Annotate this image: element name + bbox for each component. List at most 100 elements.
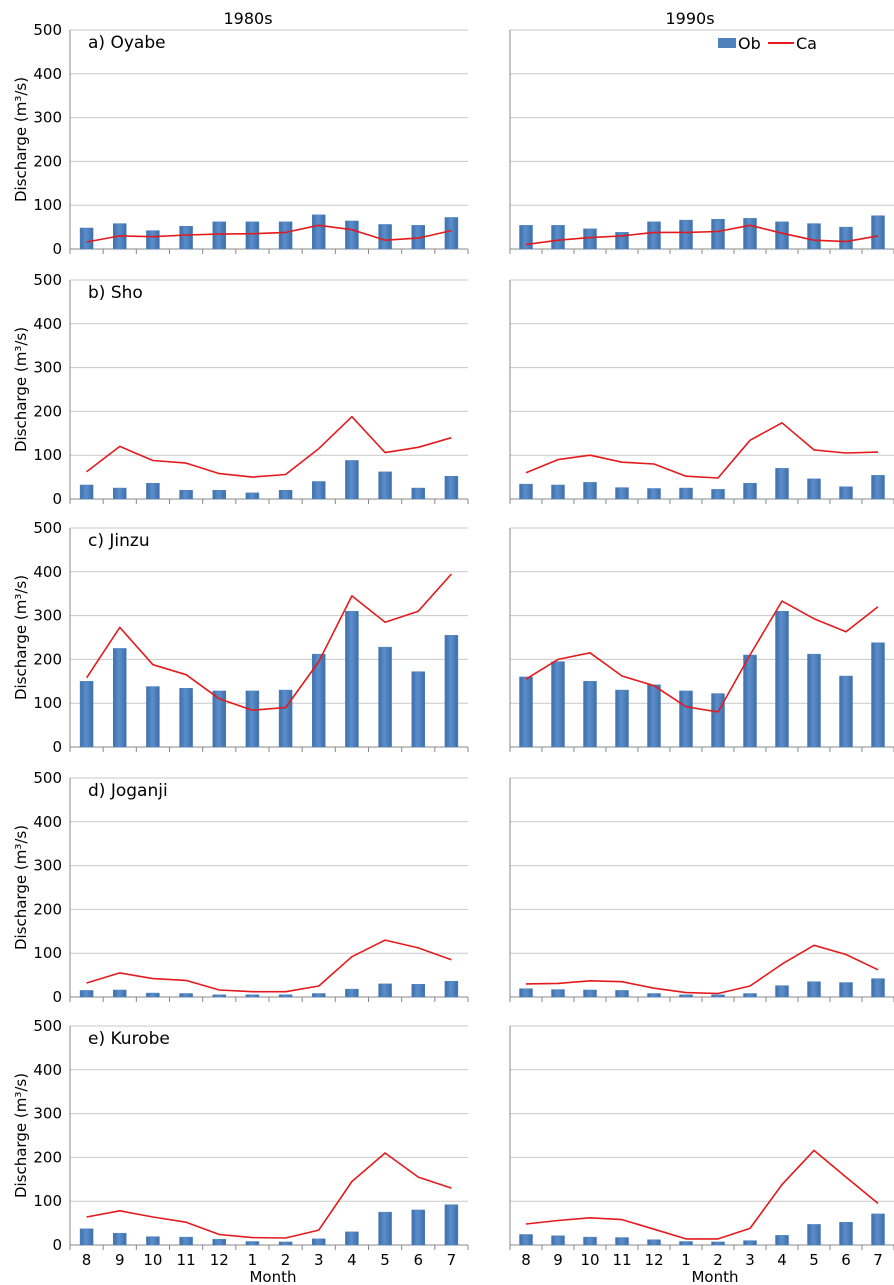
bar-ob-5 <box>378 224 392 250</box>
y-tick-label: 300 <box>33 857 62 875</box>
bar-ob-6 <box>411 487 425 500</box>
bar-ob-12 <box>647 1239 661 1246</box>
x-tick-label: 1 <box>681 1251 691 1269</box>
panel-jinzu-1990s <box>509 527 894 752</box>
legend-ob-swatch <box>718 38 736 48</box>
bar-ob-8 <box>79 681 94 748</box>
x-tick-label: 12 <box>210 1251 229 1269</box>
bar-ob-12 <box>647 993 661 998</box>
bar-ob-1 <box>679 219 693 250</box>
bar-ob-1 <box>679 994 693 998</box>
bar-ob-1 <box>679 487 693 500</box>
y-tick-label: 0 <box>52 490 62 508</box>
bar-ob-3 <box>312 481 326 500</box>
bar-ob-8 <box>519 483 533 500</box>
y-tick-label: 400 <box>33 65 62 83</box>
x-axis-label-1980s: Month <box>249 1268 296 1285</box>
bar-ob-7 <box>444 635 459 748</box>
bar-ob-8 <box>519 1234 533 1246</box>
y-axis-label: Discharge (m³/s) <box>12 575 30 700</box>
panel-kurobe-1990s: 8 9 10 11 12 1 2 3 4 5 6 7 <box>509 1025 894 1269</box>
y-tick-label: 0 <box>52 988 62 1006</box>
y-tick-label: 300 <box>33 1105 62 1123</box>
x-tick-label: 2 <box>713 1251 723 1269</box>
bar-ob-1 <box>245 1241 260 1246</box>
bar-ob-12 <box>647 221 661 250</box>
bar-ob-6 <box>839 486 853 500</box>
bar-ob-3 <box>743 1240 757 1246</box>
y-tick-label: 200 <box>33 402 62 420</box>
line-ca-series <box>85 573 452 712</box>
x-tick-label: 4 <box>777 1251 787 1269</box>
y-tick-label: 100 <box>33 446 62 464</box>
bar-ob-7 <box>444 1204 459 1246</box>
y-tick-label: 400 <box>33 1061 62 1079</box>
bar-ob-9 <box>551 661 565 748</box>
bar-ob-7 <box>444 980 459 998</box>
bar-ob-1 <box>679 690 693 748</box>
legend-ca-label: Ca <box>796 34 817 53</box>
bar-ob-9 <box>113 487 127 500</box>
bar-ob-11 <box>615 1237 629 1246</box>
bar-ob-8 <box>79 484 94 500</box>
bar-ob-5 <box>807 653 821 748</box>
panel-oyabe-1990s <box>509 29 894 254</box>
bar-ob-8 <box>519 676 533 748</box>
bar-ob-9 <box>113 989 127 998</box>
bar-ob-7 <box>444 217 459 250</box>
bar-ob-9 <box>551 1235 565 1246</box>
panel-kurobe-1980s: 0 100 200 300 400 500 Discharge (m³/s) e) Kurob… <box>12 1017 469 1269</box>
bar-ob-3 <box>312 214 326 250</box>
bar-ob-3 <box>743 993 757 998</box>
line-ca-series <box>86 415 452 478</box>
x-tick-label: 7 <box>447 1251 457 1269</box>
y-tick-label: 200 <box>33 900 62 918</box>
bar-ob-5 <box>807 1224 821 1246</box>
bar-ob-2 <box>711 693 725 748</box>
bar-ob-11 <box>615 689 629 748</box>
bar-ob-4 <box>775 1235 789 1246</box>
x-tick-label: 12 <box>644 1251 663 1269</box>
bar-ob-2 <box>278 689 293 748</box>
bar-ob-8 <box>79 1228 94 1246</box>
bar-ob-12 <box>647 684 661 748</box>
panel-label: e) Kurobe <box>88 1029 170 1049</box>
column-title-1980s: 1980s <box>223 9 272 28</box>
bar-ob-12 <box>212 1239 226 1246</box>
bar-ob-5 <box>378 471 392 500</box>
panel-label: c) Jinzu <box>88 531 150 551</box>
bar-ob-10 <box>146 482 160 500</box>
bar-ob-7 <box>871 475 885 500</box>
bar-ob-10 <box>583 1236 597 1246</box>
y-tick-label: 400 <box>33 563 62 581</box>
y-tick-label: 0 <box>52 240 62 258</box>
bar-ob-1 <box>245 994 260 998</box>
y-tick-label: 500 <box>33 271 62 289</box>
bar-ob-1 <box>245 221 260 250</box>
bar-ob-6 <box>411 1209 425 1246</box>
x-tick-label: 7 <box>873 1251 883 1269</box>
y-axis-label: Discharge (m³/s) <box>12 327 30 452</box>
bar-ob-2 <box>278 994 293 998</box>
legend: Ob Ca <box>718 34 817 53</box>
line-ca-series <box>86 224 452 243</box>
bar-ob-8 <box>79 990 94 998</box>
y-tick-label: 300 <box>33 359 62 377</box>
panel-jinzu-1980s: 0 100 200 300 400 500 Discharge (m³/s) c) Jinzu <box>12 519 469 756</box>
bar-ob-2 <box>278 221 293 250</box>
bar-ob-10 <box>146 1236 160 1246</box>
panel-label: b) Sho <box>88 283 143 303</box>
line-ca-series <box>525 600 879 713</box>
y-tick-label: 200 <box>33 152 62 170</box>
bar-ob-5 <box>378 1211 392 1246</box>
bar-ob-11 <box>179 225 193 250</box>
y-tick-label: 200 <box>33 1148 62 1166</box>
bar-ob-12 <box>647 488 661 500</box>
bar-ob-11 <box>179 688 193 748</box>
x-tick-label: 2 <box>281 1251 291 1269</box>
bar-ob-3 <box>743 654 757 748</box>
bar-ob-9 <box>113 648 127 748</box>
bar-ob-3 <box>312 653 326 748</box>
y-tick-label: 500 <box>33 1017 62 1035</box>
